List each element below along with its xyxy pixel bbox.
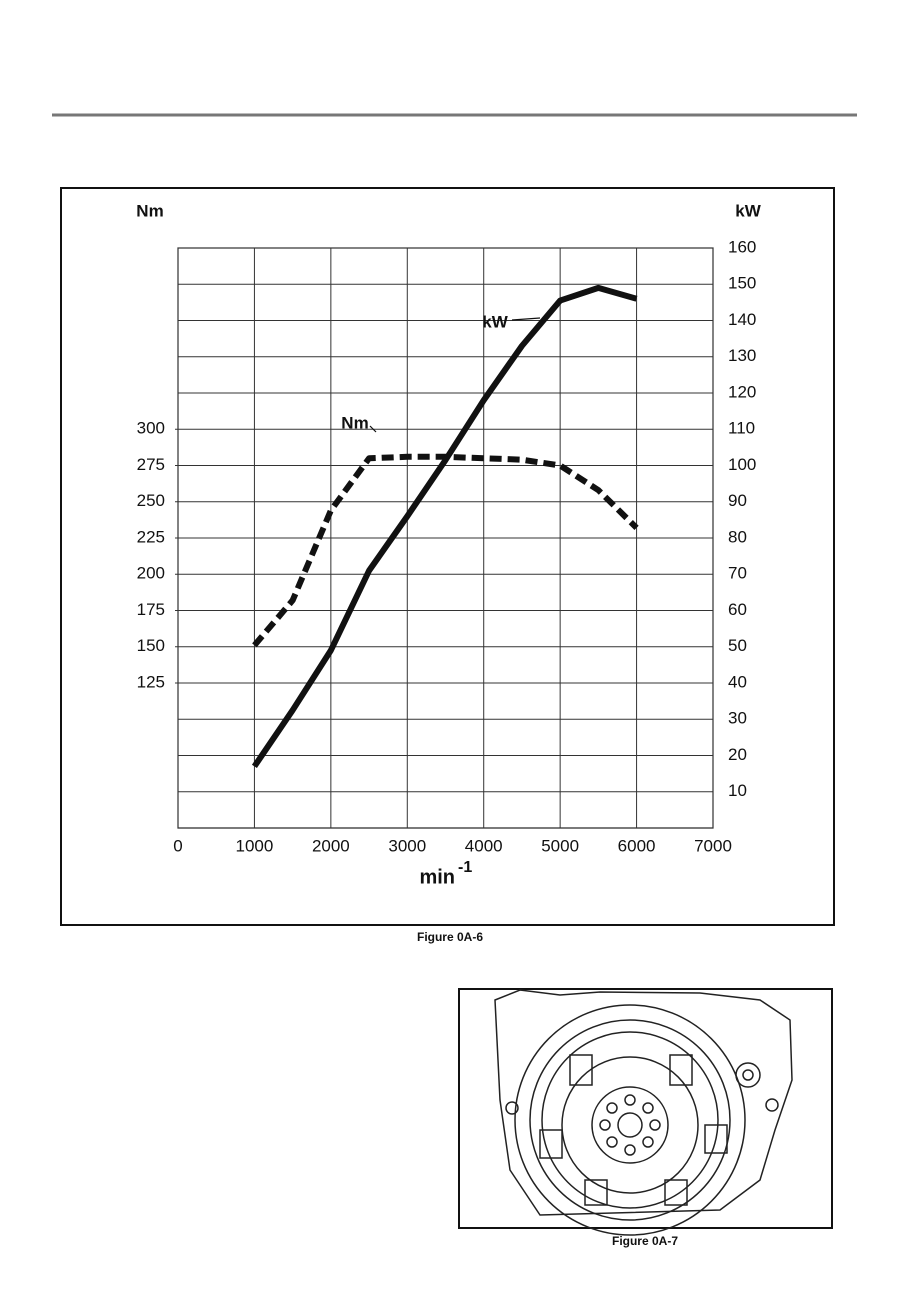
x-tick-label: 3000: [388, 836, 426, 855]
x-tick-label: 7000: [694, 836, 732, 855]
y2-tick-label: 20: [728, 745, 747, 764]
y2-tick-label: 140: [728, 310, 756, 329]
y2-tick-label: 160: [728, 237, 756, 256]
y2-tick-label: 80: [728, 527, 747, 546]
y2-tick-label: 40: [728, 672, 747, 691]
y2-tick-label: 50: [728, 636, 747, 655]
y2-tick-label: 30: [728, 709, 747, 728]
x-tick-label: 2000: [312, 836, 350, 855]
y-tick-label: 175: [137, 600, 165, 619]
series-line: [252, 453, 639, 648]
y2-tick-label: 150: [728, 274, 756, 293]
y-tick-label: 225: [137, 527, 165, 546]
series-line: [251, 284, 638, 769]
y-tick-label: 250: [137, 491, 165, 510]
y2-tick-label: 100: [728, 455, 756, 474]
x-tick-label: 1000: [236, 836, 274, 855]
y2-tick-label: 130: [728, 346, 756, 365]
figure-frame: [458, 988, 833, 1229]
y-tick-label: 200: [137, 564, 165, 583]
flywheel-drawing: [494, 989, 793, 1236]
annotation-leader: [369, 425, 377, 433]
y2-tick-label: 60: [728, 600, 747, 619]
y-axis-label: Nm: [136, 201, 163, 220]
series-annotation: Nm: [341, 413, 368, 432]
y2-tick-label: 110: [728, 419, 755, 438]
y2-tick-label: 120: [728, 382, 756, 401]
y2-tick-label: 70: [728, 564, 747, 583]
y-tick-label: 150: [137, 636, 165, 655]
y2-tick-label: 10: [728, 781, 747, 800]
annotation-leader: [511, 317, 541, 321]
figure-frame: [60, 187, 835, 926]
y-tick-label: 275: [137, 455, 165, 474]
x-tick-label: 6000: [618, 836, 656, 855]
y2-axis-label: kW: [735, 201, 761, 220]
chart: 0 1000 2000 3000 4000 5000 6000 7000 10 20 30 40 50 6…: [136, 201, 761, 888]
y2-tick-label: 90: [728, 491, 747, 510]
caption: Figure 0A-7: [612, 1234, 678, 1248]
caption: Figure 0A-6: [417, 930, 483, 944]
x-tick-label: 0: [173, 836, 182, 855]
series-annotation: kW: [482, 312, 508, 331]
x-tick-label: 4000: [465, 836, 503, 855]
x-tick-label: 5000: [541, 836, 579, 855]
y-tick-label: 125: [137, 672, 165, 691]
x-axis-label-superscript: -1: [458, 859, 472, 876]
y-tick-label: 300: [137, 419, 165, 438]
x-axis-label: min: [419, 866, 455, 888]
